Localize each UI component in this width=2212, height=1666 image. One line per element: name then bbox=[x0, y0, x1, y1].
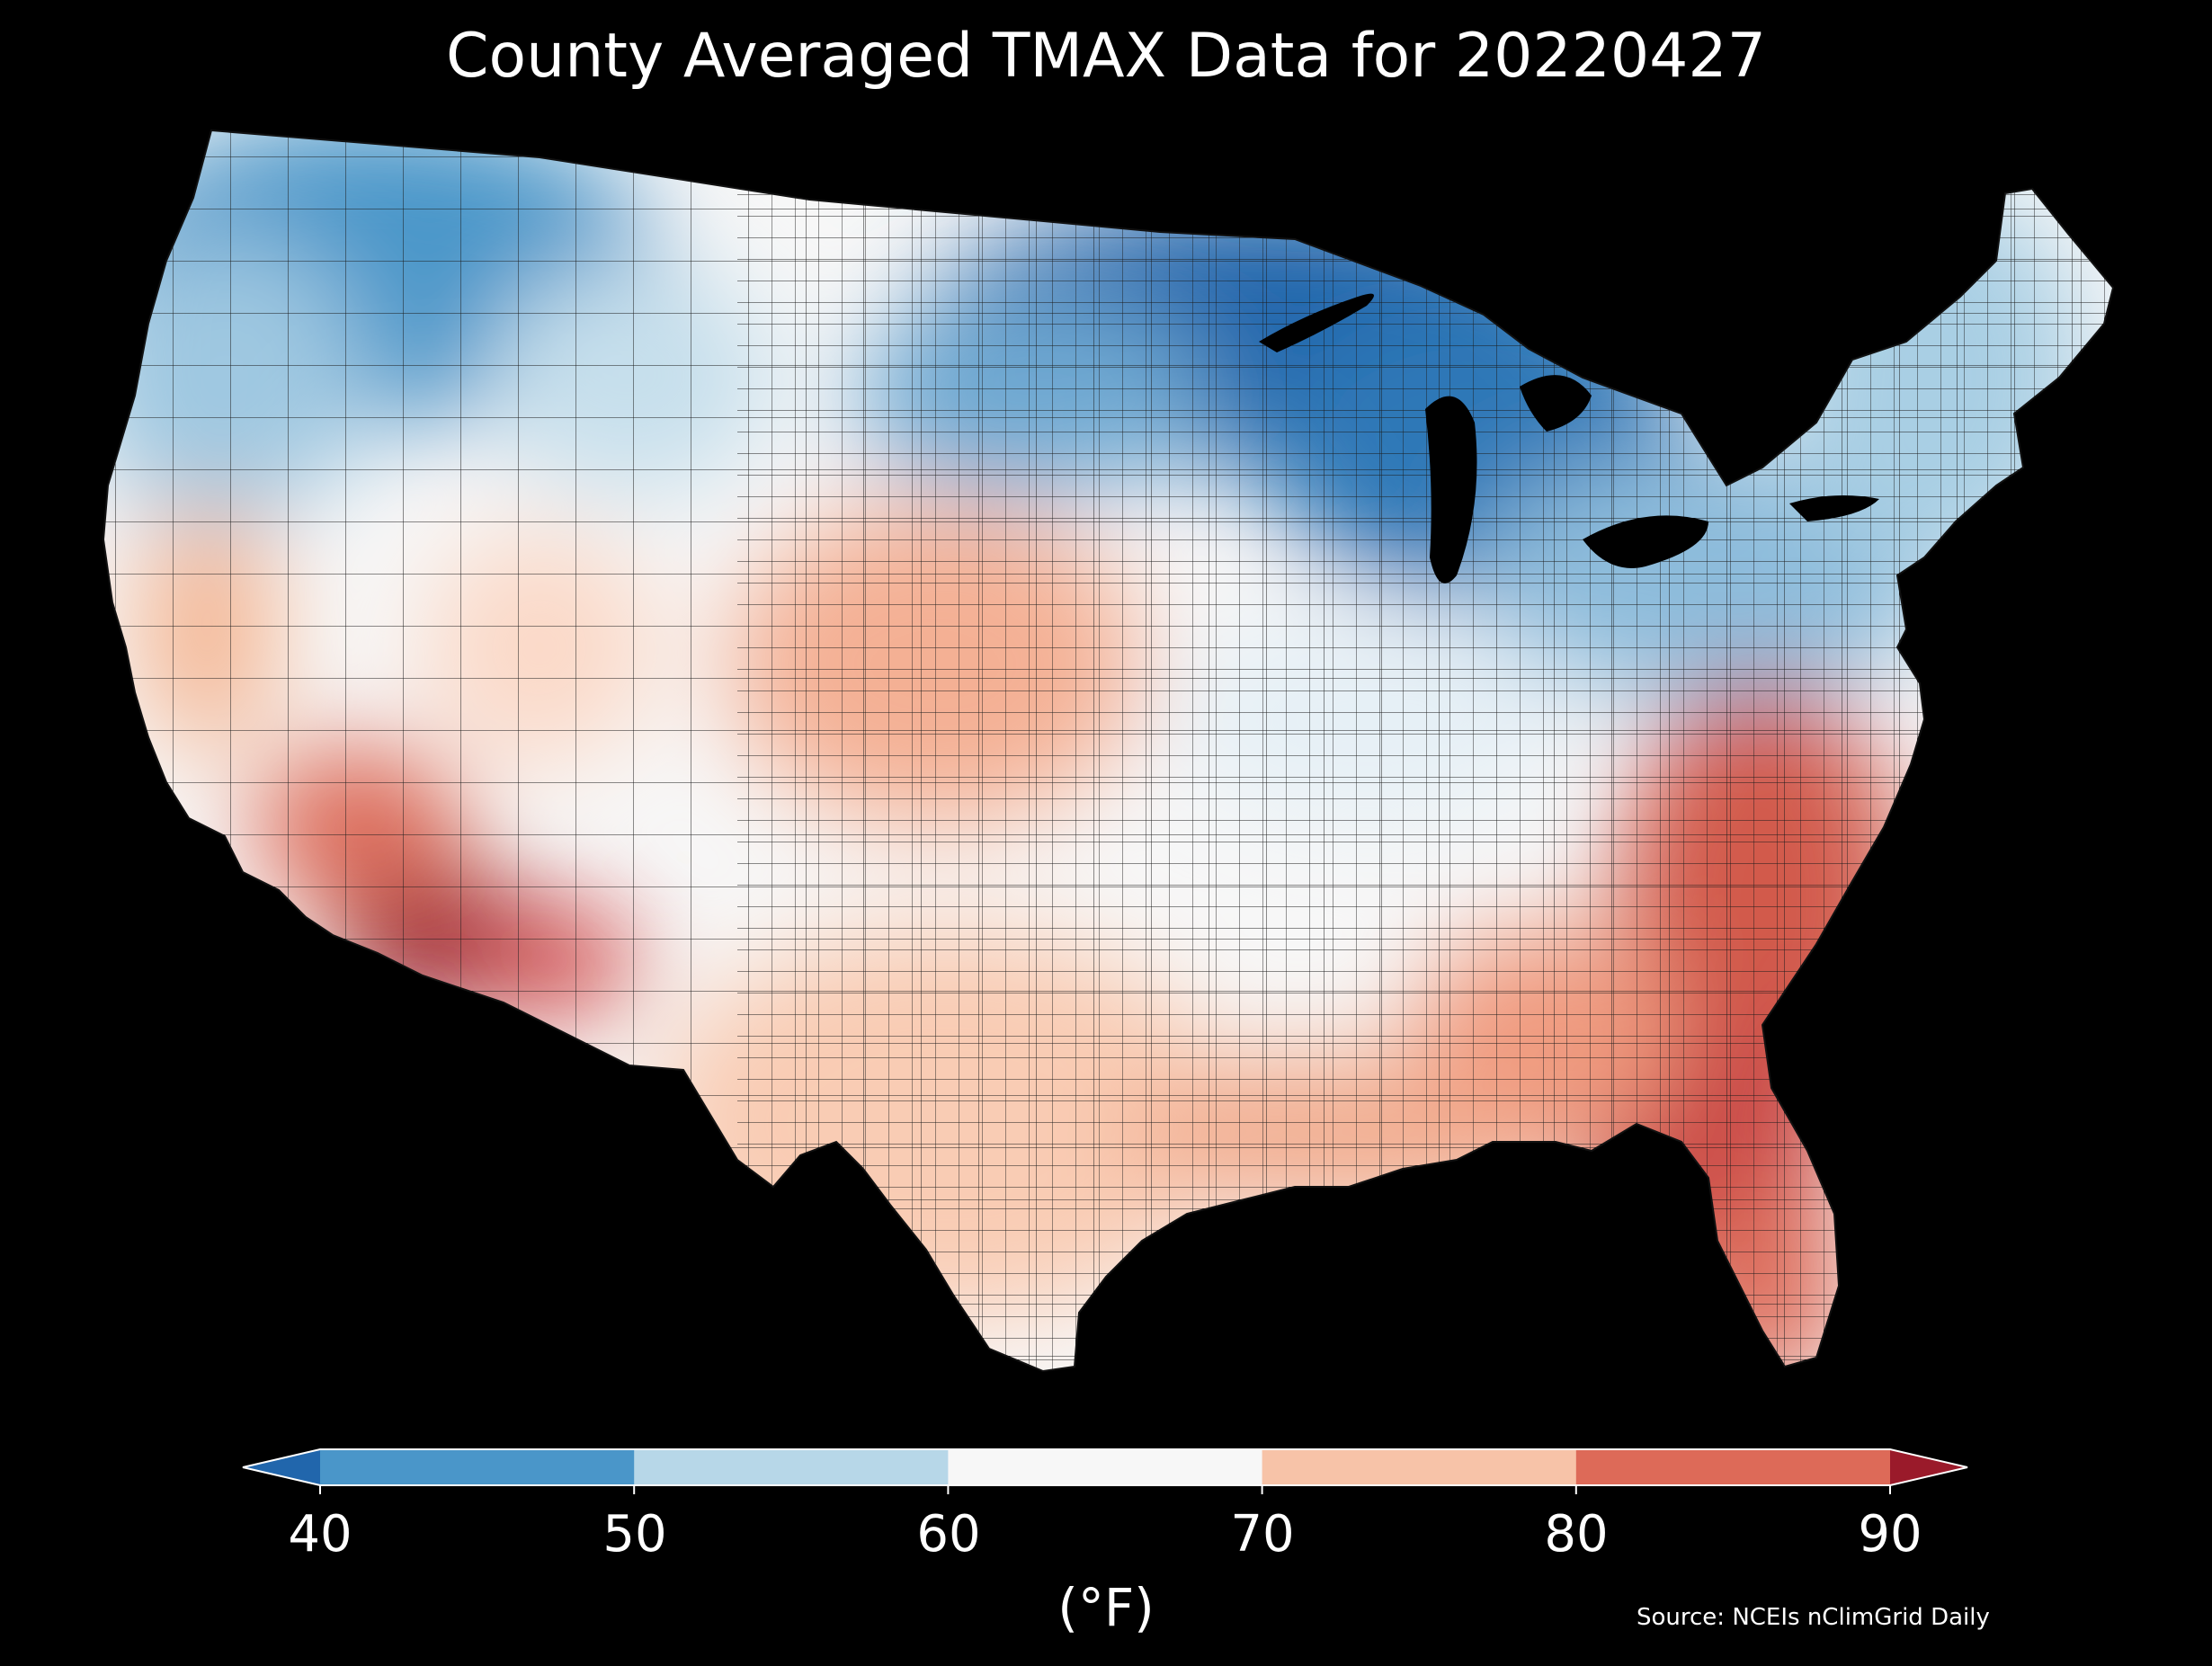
colorbar-bin bbox=[948, 1449, 1263, 1485]
colorbar-tick-label: 50 bbox=[602, 1505, 667, 1564]
colorbar-over-arrow bbox=[1890, 1449, 1967, 1485]
colorbar-bin bbox=[1262, 1449, 1577, 1485]
colorbar-under-arrow bbox=[243, 1449, 320, 1485]
colorbar-bin bbox=[320, 1449, 635, 1485]
map-title: County Averaged TMAX Data for 20220427 bbox=[446, 21, 1766, 92]
colorbar-unit-label: (°F) bbox=[1057, 1577, 1155, 1638]
colorbar-tick-label: 90 bbox=[1858, 1505, 1922, 1564]
us-outline bbox=[102, 129, 2115, 1373]
great-lakes bbox=[1259, 293, 1879, 584]
colorbar-bin bbox=[634, 1449, 949, 1485]
colorbar-tick-label: 40 bbox=[288, 1505, 352, 1564]
colorbar-tick-label: 80 bbox=[1544, 1505, 1609, 1564]
colorbar-bin bbox=[1575, 1449, 1891, 1485]
colorbar-tick-label: 70 bbox=[1230, 1505, 1295, 1564]
colorbar-tick-label: 60 bbox=[916, 1505, 981, 1564]
source-note: Source: NCEIs nClimGrid Daily bbox=[1637, 1604, 1990, 1631]
